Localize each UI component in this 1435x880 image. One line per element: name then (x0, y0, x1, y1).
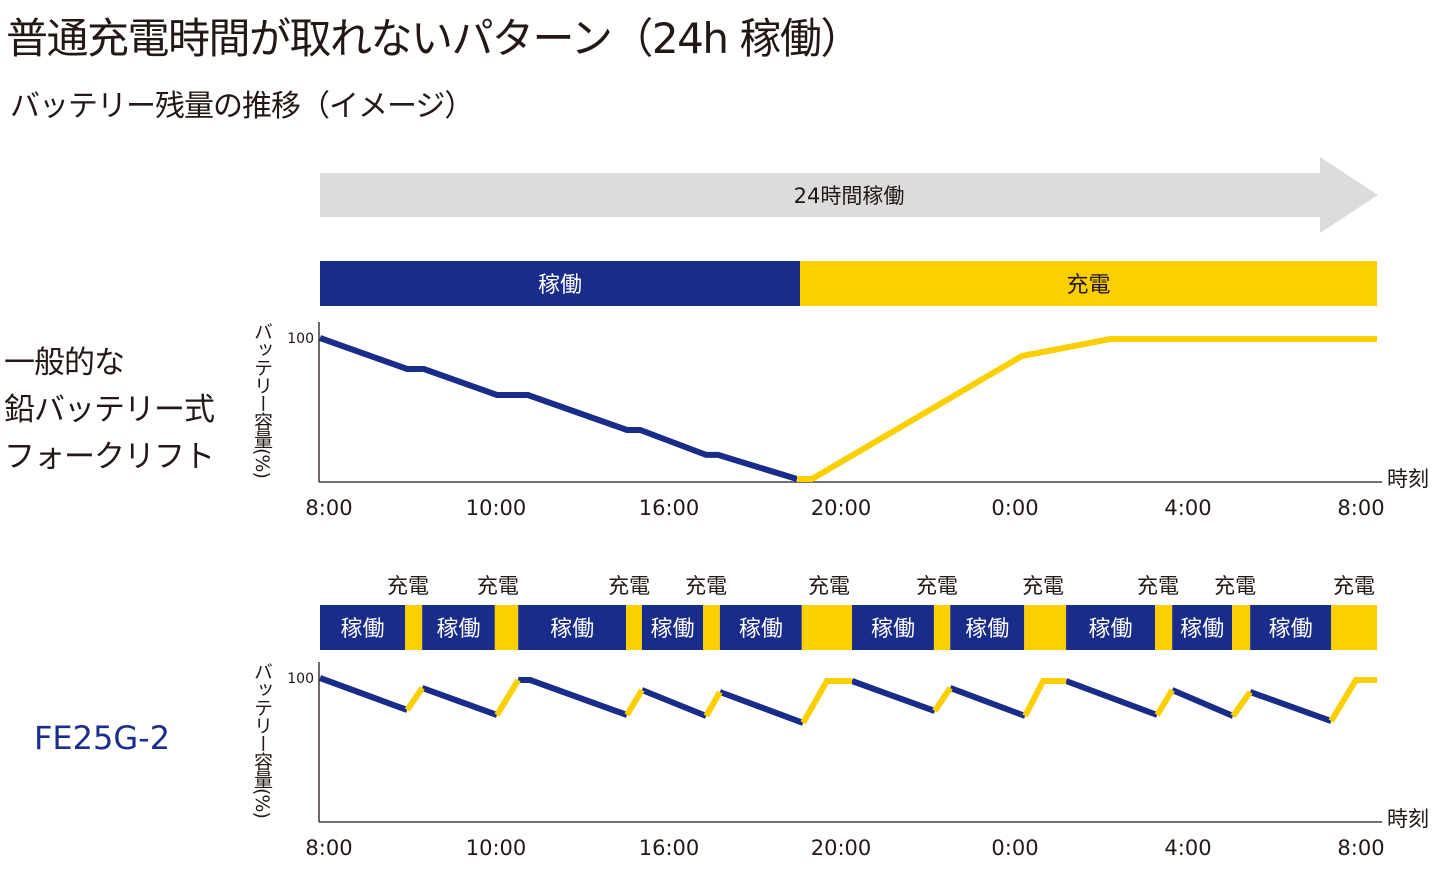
series-line-operate (949, 685, 1027, 719)
x-tick-label: 16:00 (639, 836, 700, 860)
series-line-charge (1230, 690, 1253, 718)
schedule-block-charge (1331, 605, 1377, 650)
schedule-label-operate: 稼働 (871, 617, 915, 642)
x-tick-label: 8:00 (1337, 496, 1384, 520)
x-tick-label: 4:00 (1164, 836, 1211, 860)
chart-fe25g2: 稼働充電稼働充電稼働充電稼働充電稼働充電稼働充電稼働充電稼働充電稼働充電稼働充電… (251, 574, 1429, 860)
schedule-block-charge (703, 605, 720, 650)
series-line-charge (624, 688, 645, 717)
schedule-block-operate (719, 605, 802, 650)
schedule-block-charge (626, 605, 642, 650)
series-line-charge (1328, 677, 1377, 723)
schedule-block-operate (641, 605, 704, 650)
page-title: 普通充電時間が取れないパターン（24h 稼働） (6, 14, 862, 63)
y-axis-label: バッテリー容量(%) (251, 322, 273, 478)
y-axis-label: バッテリー容量(%) (251, 662, 273, 818)
series-line-operate (640, 687, 708, 719)
schedule-block-charge (801, 605, 853, 650)
x-tick-label: 10:00 (466, 836, 527, 860)
schedule-label-operate: 稼働 (1089, 617, 1133, 642)
series-line-charge (1022, 678, 1067, 718)
charge-label-above: 充電 (1022, 574, 1064, 598)
x-tick-label: 0:00 (991, 496, 1038, 520)
series-line-operate (1171, 687, 1235, 719)
charge-label-above: 充電 (1333, 574, 1375, 598)
schedule-block-charge (494, 605, 519, 650)
charge-label-above: 充電 (916, 574, 958, 598)
x-tick-label: 20:00 (811, 496, 872, 520)
series-line-operate (318, 675, 409, 713)
charge-label-above: 充電 (477, 574, 519, 598)
series-line-charge (932, 686, 953, 713)
series-line-operate (518, 677, 629, 718)
schedule-block-operate (320, 261, 801, 306)
schedule-block-operate (852, 605, 934, 650)
timeline-arrow-label: 24時間稼働 (794, 184, 905, 208)
schedule-block-operate (1172, 605, 1233, 650)
charge-label-above: 充電 (1214, 574, 1256, 598)
schedule-label-operate: 稼働 (538, 273, 582, 298)
series-line-charge (800, 678, 852, 725)
schedule-label-operate: 稼働 (1180, 617, 1224, 642)
charge-label-above: 充電 (685, 574, 727, 598)
y-tick-label: 100 (287, 671, 314, 687)
x-tick-label: 8:00 (305, 496, 352, 520)
schedule-block-charge (933, 605, 951, 650)
charge-label-above: 充電 (608, 574, 650, 598)
schedule-label-operate: 稼働 (340, 617, 384, 642)
schedule-block-charge (405, 605, 423, 650)
series-line-operate (850, 678, 936, 714)
series-line-operate (318, 335, 798, 482)
schedule-block-operate (950, 605, 1025, 650)
series-line-charge (1154, 688, 1175, 717)
schedule-block-charge (1024, 605, 1067, 650)
series-line-operate (1065, 678, 1159, 718)
y-tick-label: 100 (287, 331, 314, 347)
row-label-lead-acid: 一般的な 鉛バッテリー式 フォークリフト (4, 345, 215, 475)
schedule-block-operate (320, 605, 406, 650)
charge-label-above: 充電 (808, 574, 850, 598)
series-line-charge (797, 336, 1377, 482)
schedule-label-operate: 稼働 (739, 617, 783, 642)
x-tick-label: 8:00 (1337, 836, 1384, 860)
schedule-block-operate (518, 605, 627, 650)
schedule-block-operate (1250, 605, 1332, 650)
schedule-block-operate (422, 605, 495, 650)
x-tick-label: 10:00 (466, 496, 527, 520)
page-subtitle: バッテリー残量の推移（イメージ） (10, 89, 474, 124)
schedule-block-charge (1232, 605, 1251, 650)
series-line-charge (703, 690, 723, 718)
schedule-label-operate: 稼働 (437, 617, 481, 642)
schedule-label-operate: 稼働 (550, 617, 594, 642)
schedule-label-operate: 稼働 (965, 617, 1009, 642)
series-line-charge (404, 686, 425, 712)
schedule-block-operate (1066, 605, 1156, 650)
schedule-block-charge (800, 261, 1377, 306)
charge-label-above: 充電 (387, 574, 429, 598)
timeline-arrow (320, 157, 1378, 233)
series-line-charge (494, 678, 521, 717)
row-label-fe25g2: FE25G-2 (34, 719, 171, 757)
x-tick-label: 20:00 (811, 836, 872, 860)
x-tick-label: 8:00 (305, 836, 352, 860)
schedule-label-charge: 充電 (1067, 273, 1111, 298)
charge-label-above: 充電 (1137, 574, 1179, 598)
x-axis-name: 時刻 (1387, 467, 1429, 491)
series-line-operate (421, 685, 499, 718)
x-tick-label: 4:00 (1164, 496, 1211, 520)
x-axis-name: 時刻 (1387, 807, 1429, 831)
series-line-operate (1249, 689, 1333, 724)
schedule-label-operate: 稼働 (1269, 617, 1313, 642)
schedule-label-operate: 稼働 (651, 617, 695, 642)
schedule-block-charge (1155, 605, 1173, 650)
x-tick-label: 16:00 (639, 496, 700, 520)
x-tick-label: 0:00 (991, 836, 1038, 860)
series-line-operate (718, 689, 805, 726)
